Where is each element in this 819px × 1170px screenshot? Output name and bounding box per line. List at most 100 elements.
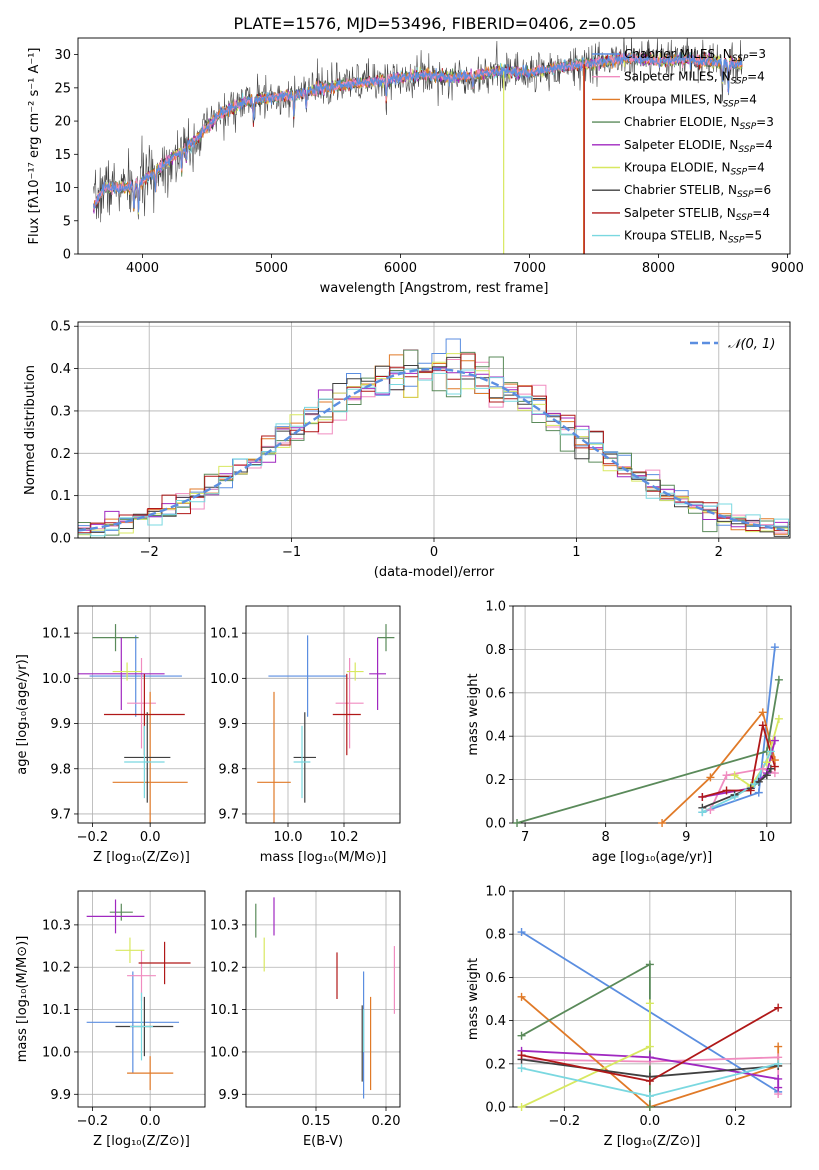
residuals-ylabel: Normed distribution bbox=[23, 365, 38, 495]
weight_vs_Z-marker-kroupa_miles bbox=[774, 1042, 783, 1051]
gaussian-curve bbox=[78, 367, 788, 532]
age_vs_mass-ytick-label: 9.9 bbox=[218, 717, 239, 732]
weight_vs_age-marker-kroupa_miles bbox=[706, 773, 715, 782]
spectrum-xtick-label: 9000 bbox=[771, 261, 804, 276]
legend-label-text: Chabrier STELIB, N bbox=[624, 183, 737, 197]
legend-label: Salpeter ELODIE, NSSP=4 bbox=[624, 138, 773, 155]
age_vs_Z-xlabel: Z [log₁₀(Z/Z⊙)] bbox=[93, 850, 190, 865]
weight_vs_age-xtick-label: 8 bbox=[602, 830, 610, 845]
mass_vs_Z-xlabel: Z [log₁₀(Z/Z⊙)] bbox=[93, 1134, 190, 1149]
spectrum-plot-area bbox=[93, 38, 743, 254]
age_vs_mass-axes: 10.0 10.2 9.7 9.8 9.9 10.0 10.1 mass [log₁₀(M/M… bbox=[210, 605, 401, 865]
mass_vs_ebv-ytick-label: 9.9 bbox=[218, 1088, 239, 1103]
mass_vs_ebv-ytick-label: 10.0 bbox=[210, 1045, 239, 1060]
weight_vs_Z-marker-salpeter_elodie bbox=[645, 1053, 654, 1062]
weight_vs_Z-line-salpeter_elodie bbox=[521, 1049, 780, 1088]
spectrum-xtick-label: 8000 bbox=[642, 261, 675, 276]
weight_vs_age-marker-salpeter_elodie bbox=[770, 736, 779, 745]
age_vs_Z-ytick-label: 9.7 bbox=[50, 807, 71, 822]
mass_vs_ebv-xtick-label: 0.20 bbox=[372, 1114, 401, 1129]
residuals-ytick-label: 0.2 bbox=[50, 447, 71, 462]
weight_vs_age-marker-kroupa_stelib bbox=[750, 779, 759, 788]
mass_vs_ebv-plot-area bbox=[255, 897, 395, 1099]
weight_vs_age-marker-chabrier_stelib bbox=[754, 777, 763, 786]
residuals-ytick-label: 0.1 bbox=[50, 489, 71, 504]
weight_vs_age-marker-kroupa_stelib bbox=[766, 747, 775, 756]
weight_vs_age-ytick-label: 0.2 bbox=[485, 773, 506, 788]
weight_vs_age-marker-salpeter_miles bbox=[722, 771, 731, 780]
mass_vs_ebv-ytick-label: 10.3 bbox=[210, 918, 239, 933]
weight_vs_Z-marker-chabrier_elodie bbox=[645, 960, 654, 969]
spectrum-ytick-label: 30 bbox=[54, 48, 71, 63]
age_vs_Z-axes: −0.2 0.0 9.7 9.8 9.9 10.0 10.1 Z [log₁₀(Z/Z⊙)] a… bbox=[15, 605, 206, 865]
mass_vs_Z-ytick-label: 9.9 bbox=[50, 1088, 71, 1103]
spectrum-xtick-label: 4000 bbox=[126, 261, 159, 276]
weight_vs_Z-marker-salpeter_elodie bbox=[774, 1074, 783, 1083]
weight_vs_Z-marker-kroupa_miles bbox=[517, 992, 526, 1001]
weight_vs_age-marker-kroupa_elodie bbox=[730, 771, 739, 780]
spectrum-xtick-label: 6000 bbox=[384, 261, 417, 276]
residual-histogram-chabrier_stelib bbox=[78, 356, 790, 537]
weight_vs_Z-ytick-label: 0.2 bbox=[485, 1057, 506, 1072]
age_vs_Z-ytick-label: 9.8 bbox=[50, 762, 71, 777]
weight_vs_Z-line-chabrier_elodie bbox=[521, 962, 651, 1107]
residuals-xtick-label: −2 bbox=[140, 545, 159, 560]
legend-label-gaussian: 𝒩(0, 1) bbox=[728, 337, 775, 352]
weight_vs_age-marker-salpeter_stelib bbox=[698, 792, 707, 801]
mass_vs_Z-ytick-label: 10.2 bbox=[42, 961, 71, 976]
residuals-xtick-label: 1 bbox=[572, 545, 580, 560]
weight_vs_Z-xtick-label: 0.2 bbox=[725, 1114, 746, 1129]
weight_vs_Z-ytick-label: 0.6 bbox=[485, 971, 506, 986]
age_vs_mass-ytick-label: 9.8 bbox=[218, 762, 239, 777]
spectrum-xlabel: wavelength [Angstrom, rest frame] bbox=[320, 281, 549, 296]
legend-label: Kroupa STELIB, NSSP=5 bbox=[624, 229, 762, 246]
mass_vs_Z-xtick-label: 0.0 bbox=[140, 1114, 161, 1129]
weight_vs_age-marker-kroupa_elodie bbox=[762, 758, 771, 767]
spectrum-ytick-label: 15 bbox=[54, 148, 71, 163]
age_vs_Z-xtick-label: −0.2 bbox=[77, 830, 109, 845]
weight_vs_Z-marker-chabrier_elodie bbox=[645, 1103, 654, 1111]
legend-label-sub: SSP bbox=[723, 99, 740, 109]
residual-histogram-kroupa_elodie bbox=[78, 353, 790, 536]
legend-label: Chabrier STELIB, NSSP=6 bbox=[624, 183, 771, 200]
weight_vs_age-xtick-label: 7 bbox=[521, 830, 529, 845]
weight_vs_Z-marker-kroupa_stelib bbox=[774, 1059, 783, 1068]
weight_vs_Z-ytick-label: 0.0 bbox=[485, 1101, 506, 1116]
weight_vs_Z-marker-salpeter_stelib bbox=[774, 1003, 783, 1012]
mass_vs_Z-ytick-label: 10.3 bbox=[42, 918, 71, 933]
mass_vs_ebv-xlabel: E(B-V) bbox=[303, 1134, 343, 1149]
age_vs_Z-xtick-label: 0.0 bbox=[140, 830, 161, 845]
weight_vs_Z-marker-chabrier_miles bbox=[517, 928, 526, 937]
weight_vs_age-ytick-label: 0.0 bbox=[485, 817, 506, 832]
age_vs_Z-frame bbox=[77, 605, 206, 824]
residuals-ytick-label: 0.0 bbox=[50, 532, 71, 547]
legend-label-value: =4 bbox=[755, 138, 773, 152]
weight_vs_Z-marker-kroupa_stelib bbox=[645, 1092, 654, 1101]
legend-label: Chabrier MILES, NSSP=3 bbox=[624, 47, 766, 64]
weight_vs_Z-ytick-label: 0.8 bbox=[485, 928, 506, 943]
legend-label-value: =4 bbox=[739, 92, 757, 106]
weight_vs_age-xtick-label: 9 bbox=[682, 830, 690, 845]
weight_vs_Z-axes: −0.2 0.0 0.2 0.0 0.2 0.4 0.6 0.8 1.0 Z [log₁₀(Z/Z… bbox=[466, 885, 792, 1149]
weight_vs_age-xlabel: age [log₁₀(age/yr)] bbox=[592, 850, 713, 865]
weight_vs_age-marker-chabrier_stelib bbox=[766, 764, 775, 773]
weight_vs_age-ylabel: mass weight bbox=[466, 673, 481, 755]
weight_vs_age-ytick-label: 0.8 bbox=[485, 643, 506, 658]
residuals-axes: −2 −1 0 1 2 0.0 0.1 0.2 0.3 0.4 0.5 (data-model)/er… bbox=[23, 320, 791, 580]
legend-label-text: Kroupa STELIB, N bbox=[624, 229, 728, 243]
residuals-xtick-label: 2 bbox=[715, 545, 723, 560]
legend-label: Salpeter STELIB, NSSP=4 bbox=[624, 206, 770, 223]
legend-label-value: =5 bbox=[744, 229, 762, 243]
figure-title: PLATE=1576, MJD=53496, FIBERID=0406, z=0… bbox=[233, 14, 636, 33]
spectrum-ylabel: Flux [fλ10⁻¹⁷ erg cm⁻² s⁻¹ A⁻¹] bbox=[27, 48, 42, 245]
mass_vs_ebv-frame bbox=[245, 890, 401, 1108]
legend-label-value: =4 bbox=[747, 161, 765, 175]
age_vs_mass-xtick-label: 10.2 bbox=[330, 830, 359, 845]
age_vs_mass-frame bbox=[245, 605, 401, 824]
weight_vs_Z-ytick-label: 1.0 bbox=[485, 885, 506, 900]
spectrum-frame bbox=[77, 37, 791, 255]
mass_vs_Z-ylabel: mass [log₁₀(M/M⊙)] bbox=[15, 936, 30, 1063]
legend-label-value: =3 bbox=[748, 47, 766, 61]
spectrum-ytick-label: 20 bbox=[54, 115, 71, 130]
